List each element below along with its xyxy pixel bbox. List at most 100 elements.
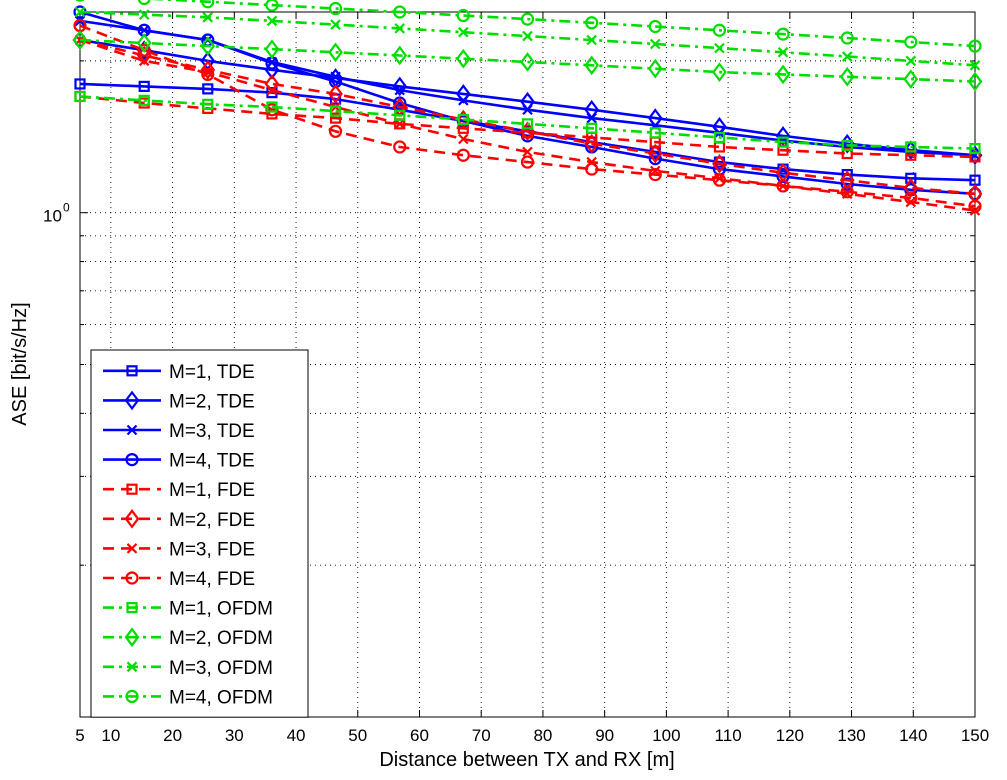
circle-marker xyxy=(904,191,918,205)
series-line xyxy=(149,0,976,48)
diamond-marker xyxy=(328,84,343,104)
diamond-marker xyxy=(584,55,600,76)
square-marker xyxy=(969,142,981,155)
square-marker xyxy=(74,78,86,90)
circle-marker xyxy=(75,0,85,2)
diamond-marker xyxy=(392,45,408,66)
series-line xyxy=(79,38,976,83)
x-marker xyxy=(458,26,469,38)
series-line xyxy=(79,24,976,208)
circle-marker xyxy=(456,8,470,23)
grid xyxy=(80,12,975,717)
circle-marker xyxy=(393,140,407,154)
square-marker xyxy=(586,122,598,134)
legend-item: M=4, OFDM xyxy=(103,687,273,708)
circle-marker xyxy=(125,689,139,704)
diamond-marker xyxy=(903,178,919,198)
legend-label: M=4, FDE xyxy=(169,569,255,590)
circle-marker xyxy=(125,571,139,585)
x-marker xyxy=(394,23,406,34)
x-marker xyxy=(126,543,138,554)
circle-marker xyxy=(840,185,854,199)
diamond-marker xyxy=(124,508,140,529)
x-tick-label: 50 xyxy=(348,726,367,745)
diamond-marker xyxy=(712,62,727,82)
square-marker xyxy=(266,101,278,113)
x-tick-label: 130 xyxy=(837,726,865,745)
x-tick-label: 150 xyxy=(961,726,989,745)
diamond-marker xyxy=(712,153,727,174)
legend-label: M=4, OFDM xyxy=(169,687,273,708)
legend-label: M=2, FDE xyxy=(169,510,255,531)
diamond-marker xyxy=(775,126,791,146)
x-marker xyxy=(458,95,469,106)
circle-marker xyxy=(585,162,599,176)
x-marker xyxy=(126,424,138,436)
diamond-marker xyxy=(136,33,152,53)
x-marker xyxy=(586,112,597,124)
x-tick-label: 120 xyxy=(776,726,804,745)
circle-marker xyxy=(328,1,343,16)
x-marker xyxy=(202,12,214,23)
square-marker xyxy=(138,94,150,106)
circle-marker xyxy=(393,5,407,19)
legend-label: M=1, TDE xyxy=(169,362,255,383)
legend-label: M=3, OFDM xyxy=(169,658,273,679)
x-tick-label: 140 xyxy=(899,726,927,745)
x-marker xyxy=(522,146,533,158)
circle-marker xyxy=(137,43,151,57)
series-line xyxy=(79,95,976,150)
x-tick-label: 30 xyxy=(225,726,244,745)
legend-label: M=1, OFDM xyxy=(169,599,273,620)
series-layer xyxy=(72,0,983,216)
square-marker xyxy=(905,172,917,184)
square-marker xyxy=(74,90,86,103)
circle-marker xyxy=(585,16,599,30)
diamond-marker xyxy=(392,76,408,97)
y-tick-label-base: 10 xyxy=(43,207,62,226)
series-m-3-ofdm xyxy=(74,6,981,71)
diamond-marker xyxy=(124,390,140,411)
legend-item: M=4, FDE xyxy=(103,569,255,590)
diamond-marker xyxy=(584,133,600,154)
diamond-marker xyxy=(775,64,791,85)
x-marker xyxy=(649,38,661,50)
x-tick-label: 5 xyxy=(75,726,84,745)
legend-label: M=2, OFDM xyxy=(169,628,273,649)
square-marker xyxy=(266,87,278,99)
x-marker xyxy=(458,133,469,145)
legend-label: M=3, TDE xyxy=(169,421,255,442)
diamond-marker xyxy=(328,42,343,63)
x-tick-label: 60 xyxy=(410,726,429,745)
legend-label: M=4, TDE xyxy=(169,451,255,472)
x-axis-label: Distance between TX and RX [m] xyxy=(379,749,674,771)
x-marker xyxy=(586,34,597,46)
circle-marker xyxy=(456,148,470,162)
x-marker xyxy=(394,84,406,96)
circle-marker xyxy=(840,31,854,45)
square-marker xyxy=(777,136,789,148)
x-marker xyxy=(969,205,981,216)
legend-item: M=4, TDE xyxy=(103,451,255,472)
series-line xyxy=(79,38,976,157)
series-line xyxy=(79,95,976,159)
diamond-marker xyxy=(124,627,140,648)
x-marker xyxy=(522,30,533,42)
x-tick-label: 20 xyxy=(163,726,182,745)
square-marker xyxy=(329,105,342,117)
legend-label: M=1, FDE xyxy=(169,480,255,501)
x-marker xyxy=(126,661,138,673)
x-marker xyxy=(522,104,533,116)
legend-label: M=2, TDE xyxy=(169,391,255,412)
legend-label: M=3, FDE xyxy=(169,539,255,560)
legend-box xyxy=(90,349,309,718)
legend: M=1, TDE M=2, TDE M=3, TDE M=4, TDE M=1, FDE… xyxy=(90,349,309,718)
diamond-marker xyxy=(520,52,535,72)
x-marker xyxy=(969,60,981,71)
circle-marker xyxy=(201,67,215,82)
square-marker xyxy=(649,127,661,139)
circle-marker xyxy=(648,19,662,34)
series-m-2-ofdm xyxy=(72,30,983,92)
diamond-marker xyxy=(264,74,280,94)
